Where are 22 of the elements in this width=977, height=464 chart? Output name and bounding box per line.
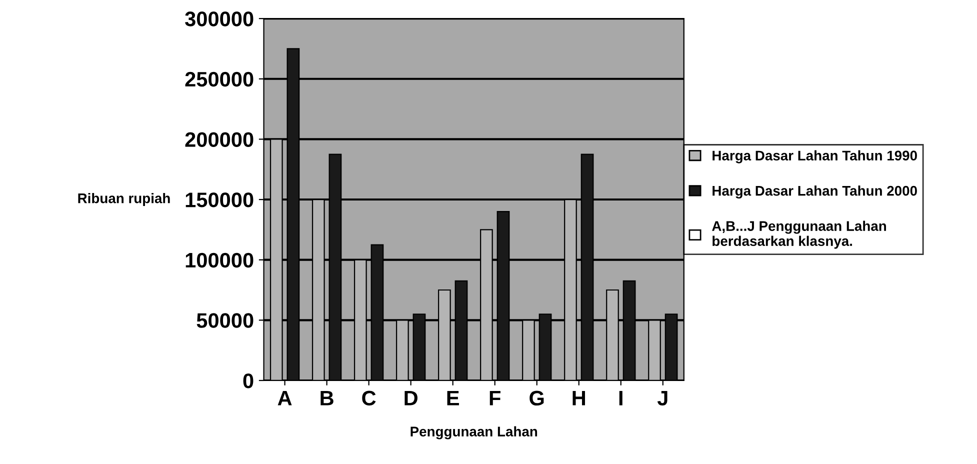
x-tick-label: I [619, 390, 622, 406]
y-tick-label: 150000 [186, 192, 254, 208]
y-tick-label: 250000 [185, 72, 254, 87]
y-tick-label: 0 [243, 373, 254, 388]
x-tick-label: A [278, 390, 292, 406]
y-tick-label: 200000 [185, 132, 254, 147]
x-tick-label: B [320, 390, 334, 406]
legend-label: Harga Dasar Lahan Tahun 1990 [712, 150, 917, 164]
y-tick-label: 100000 [186, 252, 254, 268]
x-axis-title: Penggunaan Lahan [410, 426, 538, 440]
y-tick-label: 300000 [185, 12, 254, 26]
x-tick-label: E [447, 390, 459, 406]
y-axis-title: Ribuan rupiah [78, 193, 170, 206]
x-tick-label: D [404, 390, 418, 406]
x-tick-label: H [572, 390, 585, 406]
y-tick-label: 50000 [196, 313, 254, 328]
legend-label: Harga Dasar Lahan Tahun 2000 [712, 186, 917, 199]
x-tick-label: F [490, 390, 500, 406]
x-tick-label: J [657, 390, 668, 406]
x-tick-label: C [362, 390, 376, 406]
x-tick-label: G [530, 390, 544, 406]
legend-label: A,B...J Penggunaan Lahan berdasarkan klasnya. [712, 220, 886, 249]
